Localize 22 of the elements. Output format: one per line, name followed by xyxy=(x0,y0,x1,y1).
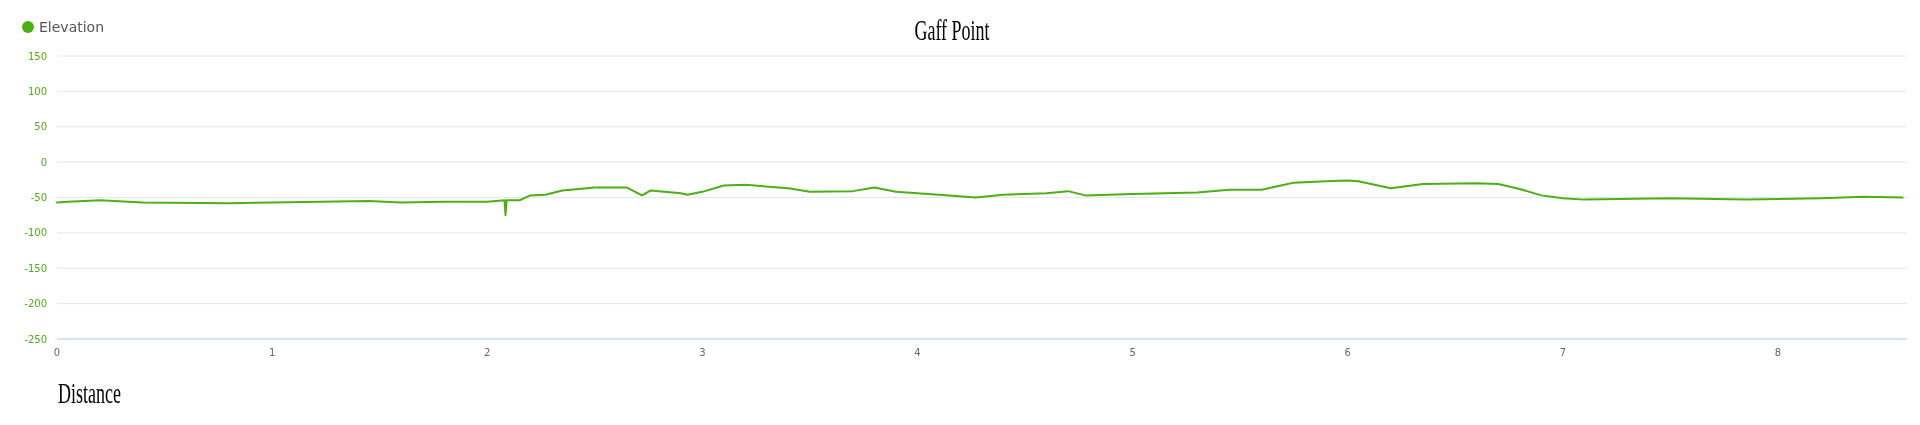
x-tick-label: 8 xyxy=(1774,347,1782,358)
chart-title: Gaff Point xyxy=(914,13,990,47)
y-tick-label: -100 xyxy=(24,227,47,239)
y-tick-label: 50 xyxy=(34,121,47,133)
y-tick-label: 100 xyxy=(27,85,47,97)
y-tick-label: -50 xyxy=(30,192,47,203)
y-tick-label: -150 xyxy=(24,262,47,274)
x-axis-title: Distance xyxy=(58,376,121,410)
y-tick-label: 150 xyxy=(27,50,47,62)
line-series xyxy=(56,179,1904,217)
x-tick-label: 4 xyxy=(914,347,921,358)
x-tick-label: 7 xyxy=(1559,347,1566,358)
y-tick-label: 0 xyxy=(40,156,47,168)
x-tick-label: 1 xyxy=(268,347,276,358)
y-tick-label: -200 xyxy=(24,298,47,310)
y-tick-label: -250 xyxy=(24,333,47,345)
x-tick-label: 2 xyxy=(484,347,491,358)
x-tick-label: 5 xyxy=(1129,347,1136,358)
legend-label: Elevation xyxy=(39,19,105,35)
x-tick-label: 0 xyxy=(53,347,61,358)
x-tick-label: 6 xyxy=(1344,347,1351,358)
x-tick-label: 3 xyxy=(699,347,706,358)
